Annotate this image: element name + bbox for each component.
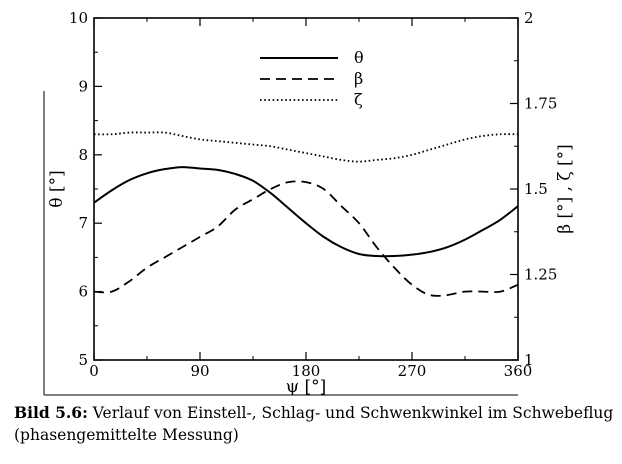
x-tick-label: 0 <box>89 362 99 380</box>
series-line-3 <box>93 131 519 163</box>
left-axis-ticks: 5 6 7 8 9 10 <box>69 9 102 369</box>
series-layer <box>93 131 519 297</box>
legend-label-3: ζ <box>354 90 363 109</box>
x-tick-label: 270 <box>398 362 427 380</box>
left-tick-label: 8 <box>78 146 88 164</box>
legend-label-1: θ <box>354 48 364 67</box>
x-tick-label: 360 <box>504 362 533 380</box>
x-tick-label: 180 <box>292 362 321 380</box>
series-line-2 <box>93 180 519 297</box>
left-tick-label: 5 <box>78 351 88 369</box>
x-axis-label: ψ [°] <box>286 377 327 397</box>
left-tick-label: 9 <box>78 77 88 95</box>
y-axis-label-left: θ [°] <box>47 170 67 207</box>
caption-number: Bild 5.6: <box>14 403 88 422</box>
legend-label-2: β <box>354 69 363 88</box>
caption-text: Verlauf von Einstell-, Schlag- und Schwe… <box>14 404 614 444</box>
right-tick-label: 1.25 <box>524 266 557 284</box>
chart: 5 6 7 8 9 10 1 1.25 1.5 1.75 2 0 90 180 270 360 ψ [°]… <box>43 9 575 397</box>
right-tick-label: 1.75 <box>524 95 557 113</box>
plot-frame <box>93 17 519 361</box>
figure-caption: Bild 5.6: Verlauf von Einstell-, Schlag-… <box>14 402 614 446</box>
right-tick-label: 1 <box>524 351 534 369</box>
series-line-1 <box>93 166 519 258</box>
right-axis-ticks: 1 1.25 1.5 1.75 2 <box>510 9 557 369</box>
x-tick-label: 90 <box>190 362 209 380</box>
legend: θβζ <box>260 48 364 109</box>
left-tick-label: 10 <box>69 9 88 27</box>
right-tick-label: 1.5 <box>524 180 548 198</box>
left-tick-label: 6 <box>78 283 88 301</box>
x-axis-ticks: 0 90 180 270 360 <box>89 18 532 380</box>
right-tick-label: 2 <box>524 9 534 27</box>
y-axis-label-right: β [°] , ζ [°] <box>555 144 575 234</box>
left-tick-label: 7 <box>78 214 88 232</box>
